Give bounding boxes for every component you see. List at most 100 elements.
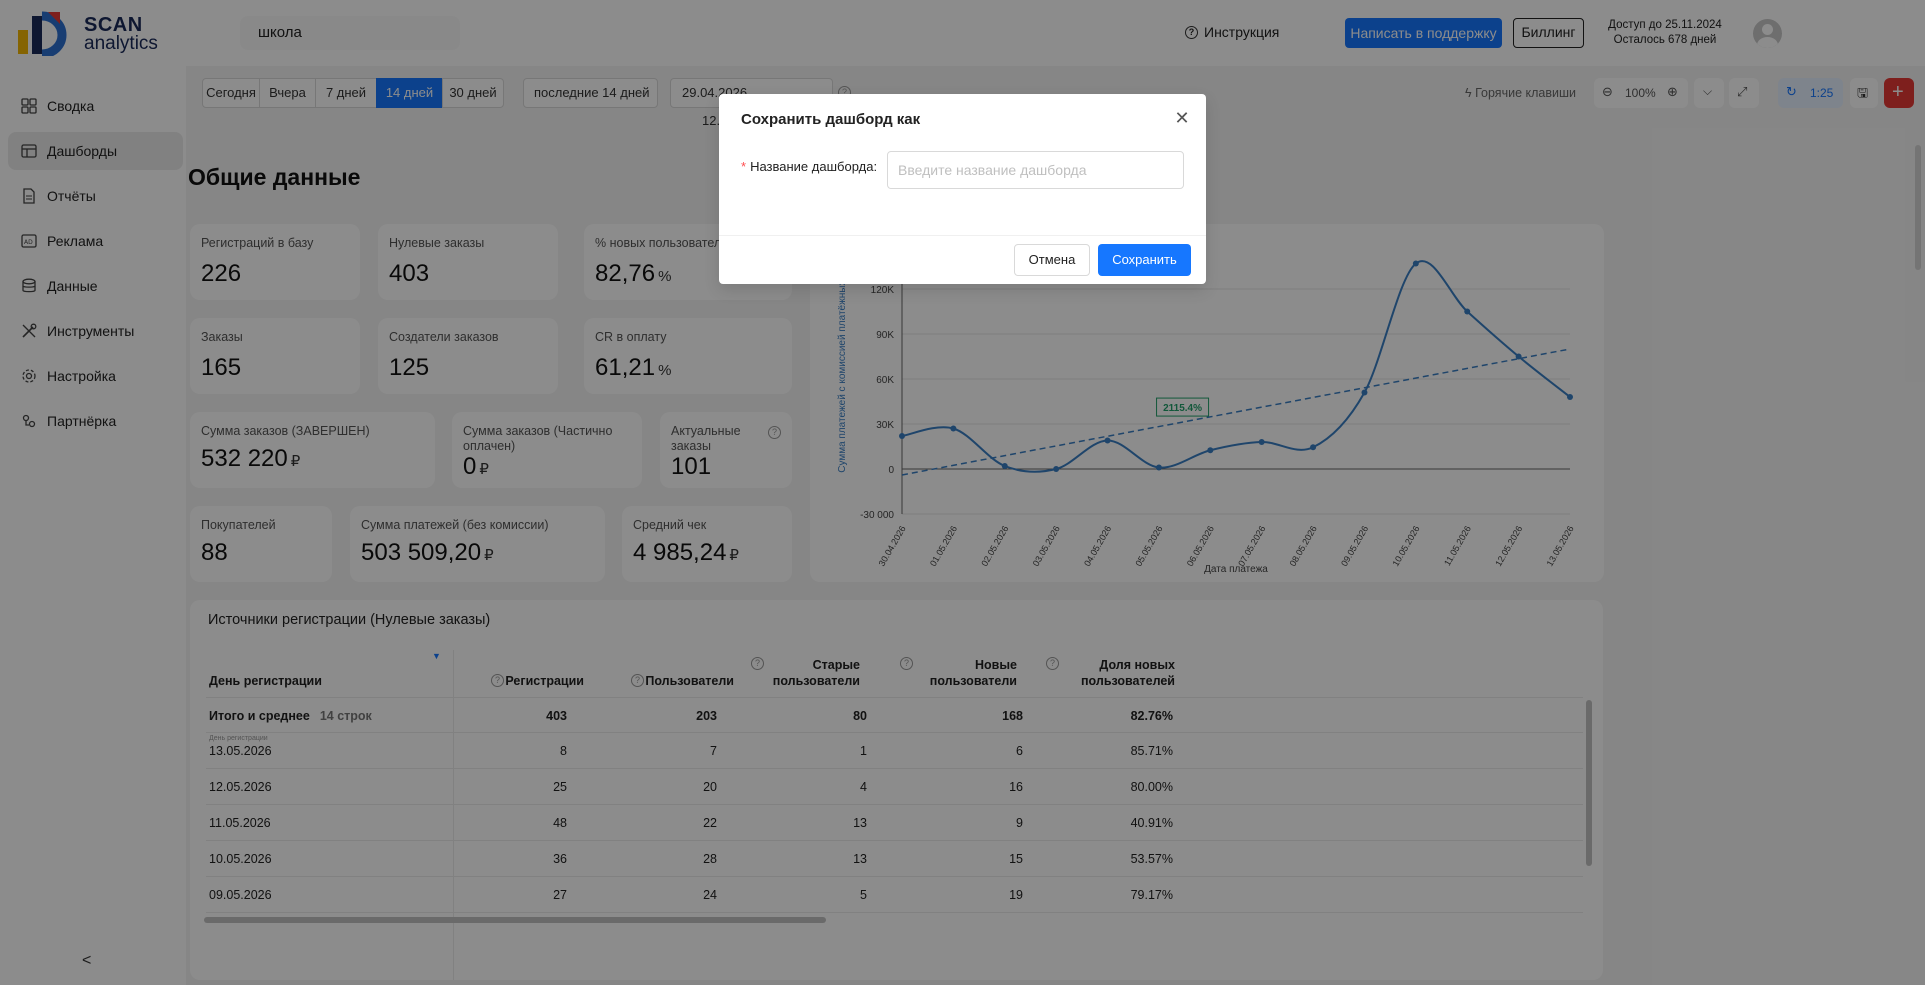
cancel-button[interactable]: Отмена [1014, 244, 1090, 276]
data-point [1412, 260, 1419, 267]
avatar[interactable] [1753, 19, 1782, 48]
kpi-value: 0 ₽ [463, 453, 489, 480]
column-header[interactable]: День регистрации [209, 674, 322, 688]
kpi-value: 403 [389, 260, 430, 287]
trend-line [901, 348, 1571, 476]
zoom-in-icon[interactable]: ⊕ [1667, 84, 1678, 99]
hotkeys-button[interactable]: ϟ Горячие клавиши [1465, 86, 1576, 100]
refresh-button[interactable]: ↻ 1:25 [1778, 78, 1843, 108]
table-row[interactable]: День регистрации 13.05.2026 8 7 1 6 85.7… [206, 733, 1583, 769]
payments-chart-card: -30 000 0 30K 60K 90K 120K Сумма платежей с ко… [810, 224, 1604, 582]
sort-desc-icon[interactable]: ▼ [432, 651, 441, 661]
zoom-out-icon[interactable]: ⊖ [1602, 84, 1613, 99]
collapse-sidebar-button[interactable]: < [82, 952, 92, 969]
logo[interactable]: SCAN analytics [18, 10, 158, 56]
sidebar-item-tools[interactable]: Инструменты [8, 312, 183, 350]
kpi-card: Заказы 165 [190, 318, 360, 394]
sidebar-item-label: Реклама [47, 233, 104, 249]
question-icon[interactable]: ? [491, 674, 504, 687]
kpi-value: 125 [389, 354, 430, 381]
kpi-card: Средний чек 4 985,24 ₽ [622, 506, 792, 582]
fullscreen-button[interactable]: ⤢ [1729, 78, 1759, 108]
sub-label: День регистрации [209, 735, 268, 742]
question-icon[interactable]: ? [631, 674, 644, 687]
save-button[interactable]: Сохранить [1098, 244, 1191, 276]
search-input[interactable]: школа [240, 16, 460, 50]
kpi-card: Сумма платежей (без комиссии) 503 509,20… [350, 506, 605, 582]
period-7-days[interactable]: 7 дней [315, 78, 377, 108]
period-today[interactable]: Сегодня [202, 78, 260, 108]
data-point [1001, 463, 1008, 469]
sidebar-item-data[interactable]: Данные [8, 267, 183, 305]
database-icon [20, 278, 37, 295]
table-horizontal-scrollbar[interactable] [204, 917, 826, 923]
hotkeys-label: Горячие клавиши [1475, 86, 1576, 100]
kpi-label: Сумма платежей (без комиссии) [361, 518, 549, 532]
table-cell: 85.71% [1130, 744, 1173, 758]
range-select[interactable]: последние 14 дней ⌵ [523, 78, 658, 108]
sidebar-item-summary[interactable]: Сводка [8, 87, 183, 125]
billing-button[interactable]: Биллинг [1513, 18, 1584, 48]
column-header[interactable]: Пользователи [645, 674, 734, 688]
sidebar-item-reports[interactable]: Отчёты [8, 177, 183, 215]
zoom-value: 100% [1625, 86, 1656, 100]
sidebar-item-settings[interactable]: Настройка [8, 357, 183, 395]
sidebar-item-ads[interactable]: AD Реклама [8, 222, 183, 260]
question-icon[interactable]: ? [751, 657, 764, 670]
data-point [1464, 308, 1471, 315]
data-point [1104, 437, 1111, 444]
y-tick-label: 30K [876, 420, 894, 431]
question-icon[interactable]: ? [768, 426, 781, 439]
add-button[interactable]: + [1884, 78, 1914, 108]
question-icon[interactable]: ? [1046, 657, 1059, 670]
plus-icon: + [1892, 81, 1904, 103]
expand-button[interactable]: ⌵ [1694, 78, 1724, 108]
table-cell: 79.17% [1130, 888, 1173, 902]
table-row[interactable]: 09.05.2026 27 24 5 19 79.17% [206, 877, 1583, 913]
table-cell: 8 [560, 744, 567, 758]
instruction-link[interactable]: ? Инструкция [1185, 24, 1279, 40]
table-vertical-scrollbar[interactable] [1586, 700, 1592, 866]
kpi-value: 503 509,20 ₽ [361, 539, 494, 566]
column-header[interactable]: Регистрации [505, 674, 584, 688]
close-icon[interactable]: ✕ [1174, 108, 1190, 128]
kpi-label: Регистраций в базу [201, 236, 314, 250]
table-cell: 40.91% [1130, 816, 1173, 830]
page-vertical-scrollbar[interactable] [1915, 145, 1921, 270]
table-cell: 12.05.2026 [209, 780, 272, 794]
payments-chart: -30 000 0 30K 60K 90K 120K Сумма платежей с ко… [837, 224, 1576, 575]
table-cell: 53.57% [1130, 852, 1173, 866]
column-header[interactable]: Новые пользователи [929, 658, 1017, 688]
trend-label-box [1156, 397, 1210, 417]
table-row[interactable]: 12.05.2026 25 20 4 16 80.00% [206, 769, 1583, 805]
period-14-days[interactable]: 14 дней [376, 78, 443, 108]
save-dashboard-button[interactable]: 🖫 [1850, 78, 1878, 108]
table-total-row: Итого и среднее 14 строк 403 203 80 168 8… [206, 697, 1583, 733]
table-cell: 25 [553, 780, 567, 794]
table-cell: 80.00% [1130, 780, 1173, 794]
table-row[interactable]: 11.05.2026 48 22 13 9 40.91% [206, 805, 1583, 841]
dialog-footer-divider [719, 235, 1206, 236]
data-point [1258, 439, 1265, 445]
settings-icon [20, 368, 37, 385]
period-30-days[interactable]: 30 дней [442, 78, 504, 108]
logo-mark-icon [18, 11, 67, 56]
kpi-card: Создатели заказов 125 [378, 318, 558, 394]
sidebar-item-label: Отчёты [47, 188, 96, 204]
y-tick-label: 60K [876, 375, 894, 386]
data-point [1155, 464, 1162, 471]
total-label: Итого и среднее 14 строк [209, 709, 372, 723]
x-axis-label: Дата платежа [1204, 564, 1268, 575]
period-yesterday[interactable]: Вчера [259, 78, 316, 108]
question-icon[interactable]: ? [900, 657, 913, 670]
column-header[interactable]: Старые пользователи [772, 658, 860, 688]
table-row[interactable]: 10.05.2026 36 28 13 15 53.57% [206, 841, 1583, 877]
sidebar-item-partners[interactable]: Партнёрка [8, 402, 183, 440]
support-button[interactable]: Написать в поддержку [1345, 18, 1502, 48]
data-point [950, 425, 957, 432]
sidebar-item-dashboards[interactable]: Дашборды [8, 132, 183, 170]
column-header[interactable]: Доля новых пользователей [1081, 658, 1175, 688]
dashboard-name-input[interactable] [887, 151, 1184, 189]
table-cell: 13 [853, 852, 867, 866]
days-left: Осталось 678 дней [1613, 34, 1717, 46]
